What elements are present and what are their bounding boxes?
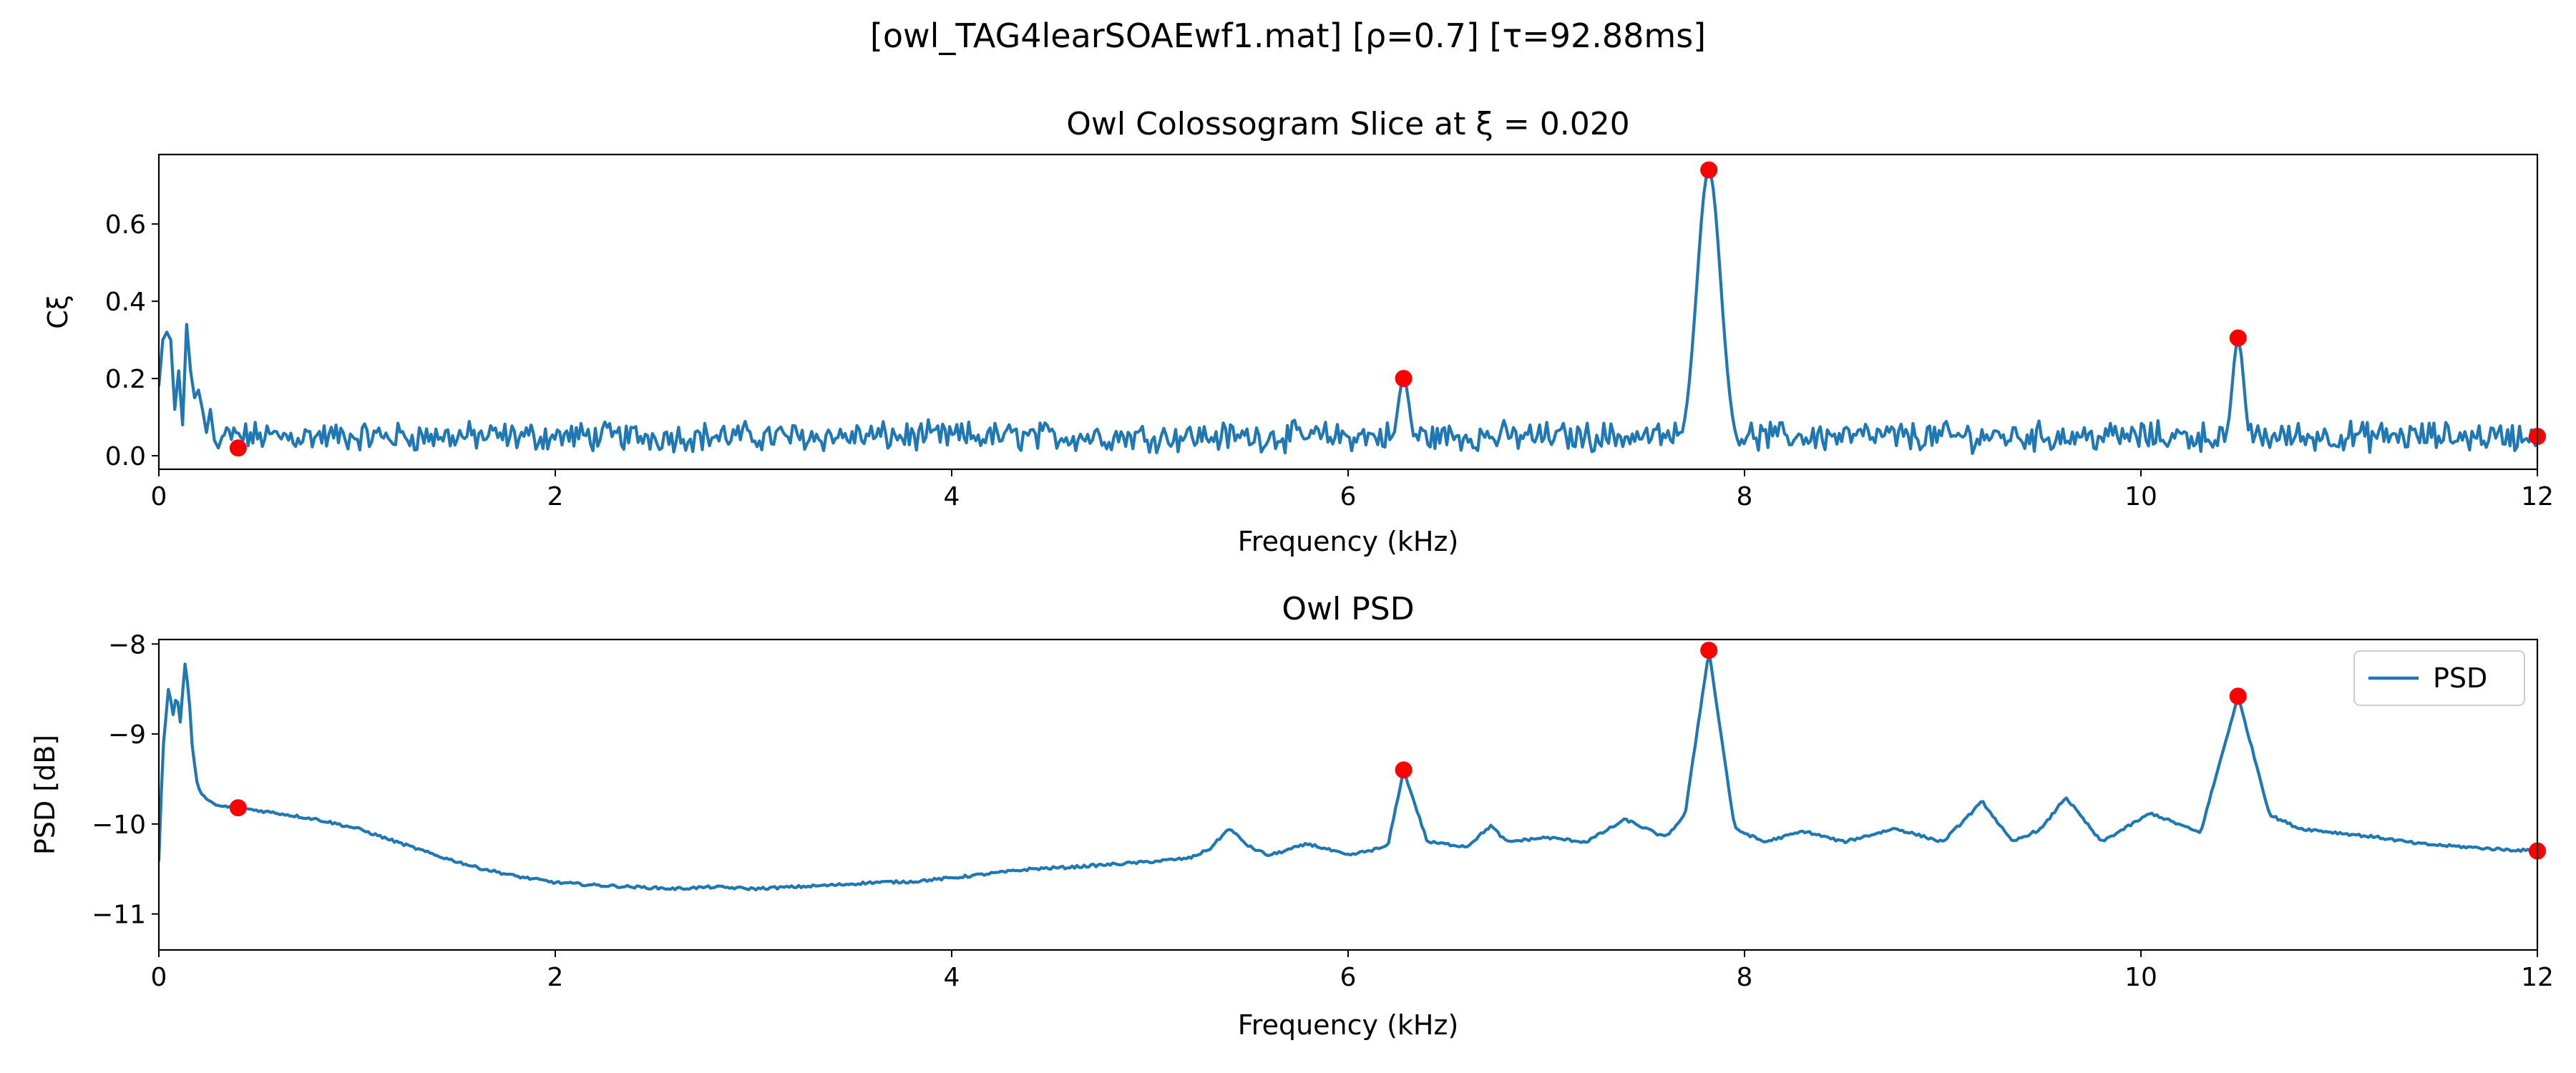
colossogram-slice-x-tick-label: 10 xyxy=(2124,482,2157,511)
colossogram-slice-x-label: Frequency (kHz) xyxy=(1238,526,1459,557)
psd-peak-markers xyxy=(229,642,2546,860)
psd-x-tick-label: 8 xyxy=(1737,963,1753,992)
psd-y-label: PSD [dB] xyxy=(29,735,61,855)
psd-panel: Owl PSD 0 2 4 6 8 10 12 −11 −10 −9 −8 Frequency (… xyxy=(29,591,2554,1041)
colossogram-slice-y-tick-label: 0.2 xyxy=(105,365,146,394)
colossogram-slice-y-label: Cξ xyxy=(42,295,74,329)
psd-y-tick-label: −9 xyxy=(108,720,146,750)
psd-y-tick-label: −11 xyxy=(92,901,146,930)
psd-peak-marker xyxy=(2229,687,2247,705)
psd-y-tick-label: −8 xyxy=(108,630,146,660)
psd-x-tick-label: 6 xyxy=(1340,963,1357,992)
psd-series xyxy=(159,653,2537,892)
colossogram-slice-peak-marker xyxy=(1395,370,1413,388)
psd-legend-label: PSD xyxy=(2433,662,2487,694)
colossogram-slice-y-tick-label: 0.6 xyxy=(105,210,146,240)
psd-x-axis: 0 2 4 6 8 10 12 xyxy=(151,950,2554,992)
psd-peak-marker xyxy=(1395,761,1413,779)
psd-line xyxy=(159,653,2537,892)
colossogram-slice-x-tick-label: 2 xyxy=(547,482,564,511)
psd-x-tick-label: 2 xyxy=(547,963,564,992)
psd-plot-area xyxy=(159,640,2537,950)
colossogram-slice-y-axis: 0.0 0.2 0.4 0.6 xyxy=(105,210,159,471)
colossogram-slice-x-tick-label: 0 xyxy=(151,482,167,511)
psd-title: Owl PSD xyxy=(1282,591,1414,627)
colossogram-slice-peak-marker xyxy=(1700,161,1718,179)
colossogram-slice-peak-marker xyxy=(229,439,247,457)
colossogram-slice-panel: Owl Colossogram Slice at ξ = 0.020 0 2 4 6 8… xyxy=(42,106,2554,557)
psd-legend-box xyxy=(2353,650,2525,706)
colossogram-slice-plot-area xyxy=(159,155,2537,469)
psd-x-tick-label: 4 xyxy=(944,963,960,992)
psd-legend: PSD xyxy=(2353,650,2525,706)
colossogram-slice-peak-marker xyxy=(2229,329,2247,347)
psd-y-tick-label: −10 xyxy=(92,810,146,840)
psd-frame xyxy=(157,638,2539,951)
psd-y-axis: −11 −10 −9 −8 xyxy=(92,630,159,930)
psd-x-tick-label: 0 xyxy=(151,963,167,992)
colossogram-slice-x-tick-label: 12 xyxy=(2521,482,2554,511)
colossogram-slice-x-tick-label: 4 xyxy=(944,482,960,511)
psd-x-tick-label: 12 xyxy=(2521,963,2554,992)
colossogram-slice-x-tick-label: 8 xyxy=(1737,482,1753,511)
colossogram-slice-title: Owl Colossogram Slice at ξ = 0.020 xyxy=(1066,106,1629,142)
colossogram-slice-line xyxy=(159,168,2537,456)
colossogram-slice-x-axis: 0 2 4 6 8 10 12 xyxy=(151,469,2554,511)
psd-peak-marker xyxy=(229,799,247,817)
colossogram-slice-series xyxy=(159,168,2537,456)
psd-x-tick-label: 10 xyxy=(2124,963,2157,992)
figure-suptitle: [owl_TAG4learSOAEwf1.mat] [ρ=0.7] [τ=92.… xyxy=(870,16,1706,55)
colossogram-slice-frame xyxy=(157,153,2539,471)
psd-x-label: Frequency (kHz) xyxy=(1238,1009,1459,1041)
colossogram-slice-peak-markers xyxy=(229,161,2546,457)
colossogram-slice-y-tick-label: 0.4 xyxy=(105,288,146,317)
psd-peak-marker xyxy=(1700,642,1718,660)
colossogram-slice-x-tick-label: 6 xyxy=(1340,482,1357,511)
colossogram-slice-y-tick-label: 0.0 xyxy=(105,442,146,471)
